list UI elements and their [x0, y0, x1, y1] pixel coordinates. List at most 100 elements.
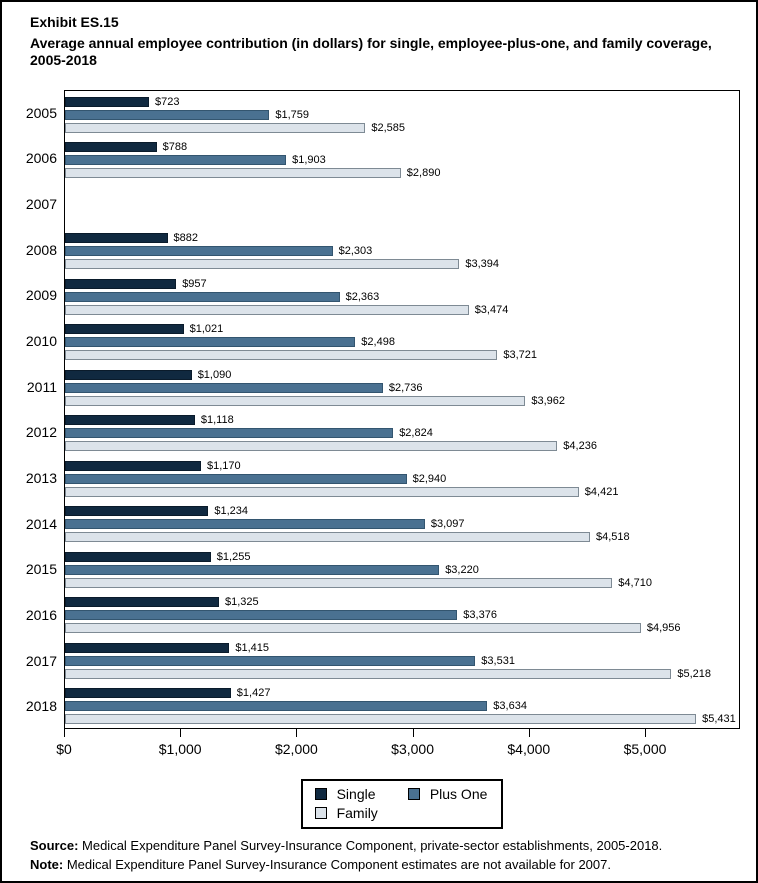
x-axis-tick-label-2000: $2,000	[274, 741, 318, 757]
bar-value-label-plus-one-2009: $2,363	[345, 290, 380, 303]
bar-value-label-single-2006: $788	[162, 141, 188, 154]
legend: Single Plus One Family	[300, 779, 504, 829]
x-axis-tick-3000	[412, 729, 414, 737]
bar-row-plus-one-2014: $3,097	[65, 518, 739, 531]
bar-value-label-family-2018: $5,431	[702, 713, 736, 726]
bar-group-2016: $1,325 $3,376 $4,956	[65, 592, 739, 638]
bar-single-2013	[65, 460, 201, 471]
bar-value-label-plus-one-2016: $3,376	[463, 609, 497, 622]
bar-row-family-2007	[65, 214, 739, 224]
bar-row-family-2011: $3,962	[65, 395, 739, 407]
bar-row-single-2016: $1,325	[65, 596, 739, 609]
bar-row-single-2012: $1,118	[65, 414, 739, 427]
bar-value-label-plus-one-2005: $1,759	[275, 108, 310, 121]
year-label-2014: 2014	[25, 515, 57, 532]
bar-family-2010	[65, 350, 498, 361]
bar-value-label-family-2010: $3,721	[503, 349, 538, 362]
year-label-2018: 2018	[25, 698, 57, 715]
bar-value-label-single-2013: $1,170	[207, 459, 241, 472]
bar-plus-one-2005	[65, 109, 270, 120]
x-axis-tick-0	[64, 729, 65, 737]
bar-family-2006	[65, 168, 401, 179]
bar-row-single-2005: $723	[65, 96, 739, 108]
bar-group-2010: $1,021 $2,498 $3,721	[65, 319, 739, 365]
bar-group-2017: $1,415 $3,531 $5,218	[65, 637, 739, 683]
bar-group-2011: $1,090 $2,736 $3,962	[65, 364, 739, 410]
bar-row-family-2010: $3,721	[65, 349, 739, 362]
bar-value-label-plus-one-2012: $2,824	[399, 427, 433, 440]
note-label: Note:	[30, 856, 64, 872]
chart-title: Average annual employee contribution (in…	[30, 34, 712, 68]
bar-value-label-family-2017: $5,218	[677, 667, 712, 680]
bar-single-2010	[65, 324, 184, 335]
bar-group-2018: $1,427 $3,634 $5,431	[65, 683, 739, 729]
bar-row-plus-one-2012: $2,824	[65, 427, 739, 440]
family-series-swatch	[314, 807, 327, 819]
source-text: Medical Expenditure Panel Survey-Insuran…	[78, 838, 663, 853]
x-axis-tick-5000	[645, 729, 646, 737]
year-label-2015: 2015	[25, 561, 57, 578]
bar-value-label-plus-one-2006: $1,903	[292, 154, 326, 167]
bar-value-label-single-2010: $1,021	[189, 323, 224, 336]
bar-row-single-2018: $1,427	[65, 687, 739, 699]
bar-row-family-2008: $3,394	[65, 258, 739, 270]
bar-single-2009	[65, 278, 177, 289]
bar-single-2006	[65, 142, 157, 153]
bar-single-2018	[65, 688, 231, 699]
y-axis-labels: 2005 2006 2007 2008 2009 2010 2011 2012 2013 2014…	[2, 90, 57, 729]
legend-label-single: Single	[336, 786, 376, 802]
bar-row-single-2009: $957	[65, 278, 739, 290]
bar-value-label-family-2016: $4,956	[646, 622, 681, 635]
legend-item-family: Family	[314, 805, 378, 821]
bar-group-2009: $957 $2,363 $3,474	[65, 273, 739, 319]
bar-plus-one-2017	[65, 655, 476, 666]
bar-single-2016	[65, 597, 219, 608]
bar-value-label-single-2012: $1,118	[200, 414, 234, 427]
bar-value-label-family-2006: $2,890	[406, 167, 441, 180]
bar-row-single-2017: $1,415	[65, 642, 739, 654]
single-series-swatch	[314, 788, 327, 800]
plot-area: $723 $1,759 $2,585 $788 $1,903 $2,890 $882 $2,3…	[64, 90, 740, 729]
bar-value-label-family-2015: $4,710	[618, 576, 652, 589]
x-axis-tick-label-0: $0	[56, 741, 72, 757]
year-label-2010: 2010	[25, 333, 57, 350]
bar-row-plus-one-2009: $2,363	[65, 290, 739, 303]
plus-one-series-swatch	[407, 788, 420, 800]
bar-row-single-2014: $1,234	[65, 505, 739, 517]
note-line: Note: Medical Expenditure Panel Survey-I…	[30, 856, 662, 875]
bar-family-2011	[65, 395, 526, 406]
year-label-2005: 2005	[25, 104, 57, 121]
bar-row-single-2007	[65, 188, 739, 198]
bar-value-label-family-2012: $4,236	[563, 440, 597, 453]
bar-family-2013	[65, 486, 579, 497]
bar-row-family-2018: $5,431	[65, 713, 739, 726]
bar-value-label-plus-one-2011: $2,736	[388, 381, 423, 394]
legend-wrap: Single Plus One Family	[64, 779, 740, 829]
bar-value-label-single-2016: $1,325	[225, 596, 259, 609]
bar-plus-one-2008	[65, 246, 333, 257]
bar-row-plus-one-2016: $3,376	[65, 609, 739, 622]
year-label-2007: 2007	[25, 196, 57, 213]
bar-row-single-2015: $1,255	[65, 551, 739, 563]
bar-value-label-family-2013: $4,421	[584, 485, 619, 498]
bar-plus-one-2012	[65, 428, 394, 439]
bar-family-2015	[65, 577, 613, 588]
bar-family-2008	[65, 259, 460, 270]
year-label-2006: 2006	[25, 150, 57, 167]
footer: Source: Medical Expenditure Panel Survey…	[30, 837, 662, 875]
bar-row-plus-one-2010: $2,498	[65, 336, 739, 348]
bar-row-plus-one-2015: $3,220	[65, 564, 739, 576]
source-line: Source: Medical Expenditure Panel Survey…	[30, 837, 662, 856]
bar-value-label-plus-one-2008: $2,303	[338, 245, 373, 258]
bar-group-2005: $723 $1,759 $2,585	[65, 91, 739, 137]
year-label-2008: 2008	[25, 241, 57, 258]
bar-plus-one-2016	[65, 610, 458, 621]
x-axis-tick-label-3000: $3,000	[391, 741, 435, 757]
bar-value-label-single-2011: $1,090	[197, 368, 232, 381]
bar-single-2014	[65, 506, 209, 517]
bar-plus-one-2013	[65, 473, 407, 484]
bar-row-family-2016: $4,956	[65, 622, 739, 635]
bar-value-label-plus-one-2014: $3,097	[430, 518, 465, 531]
bar-row-plus-one-2013: $2,940	[65, 473, 739, 485]
